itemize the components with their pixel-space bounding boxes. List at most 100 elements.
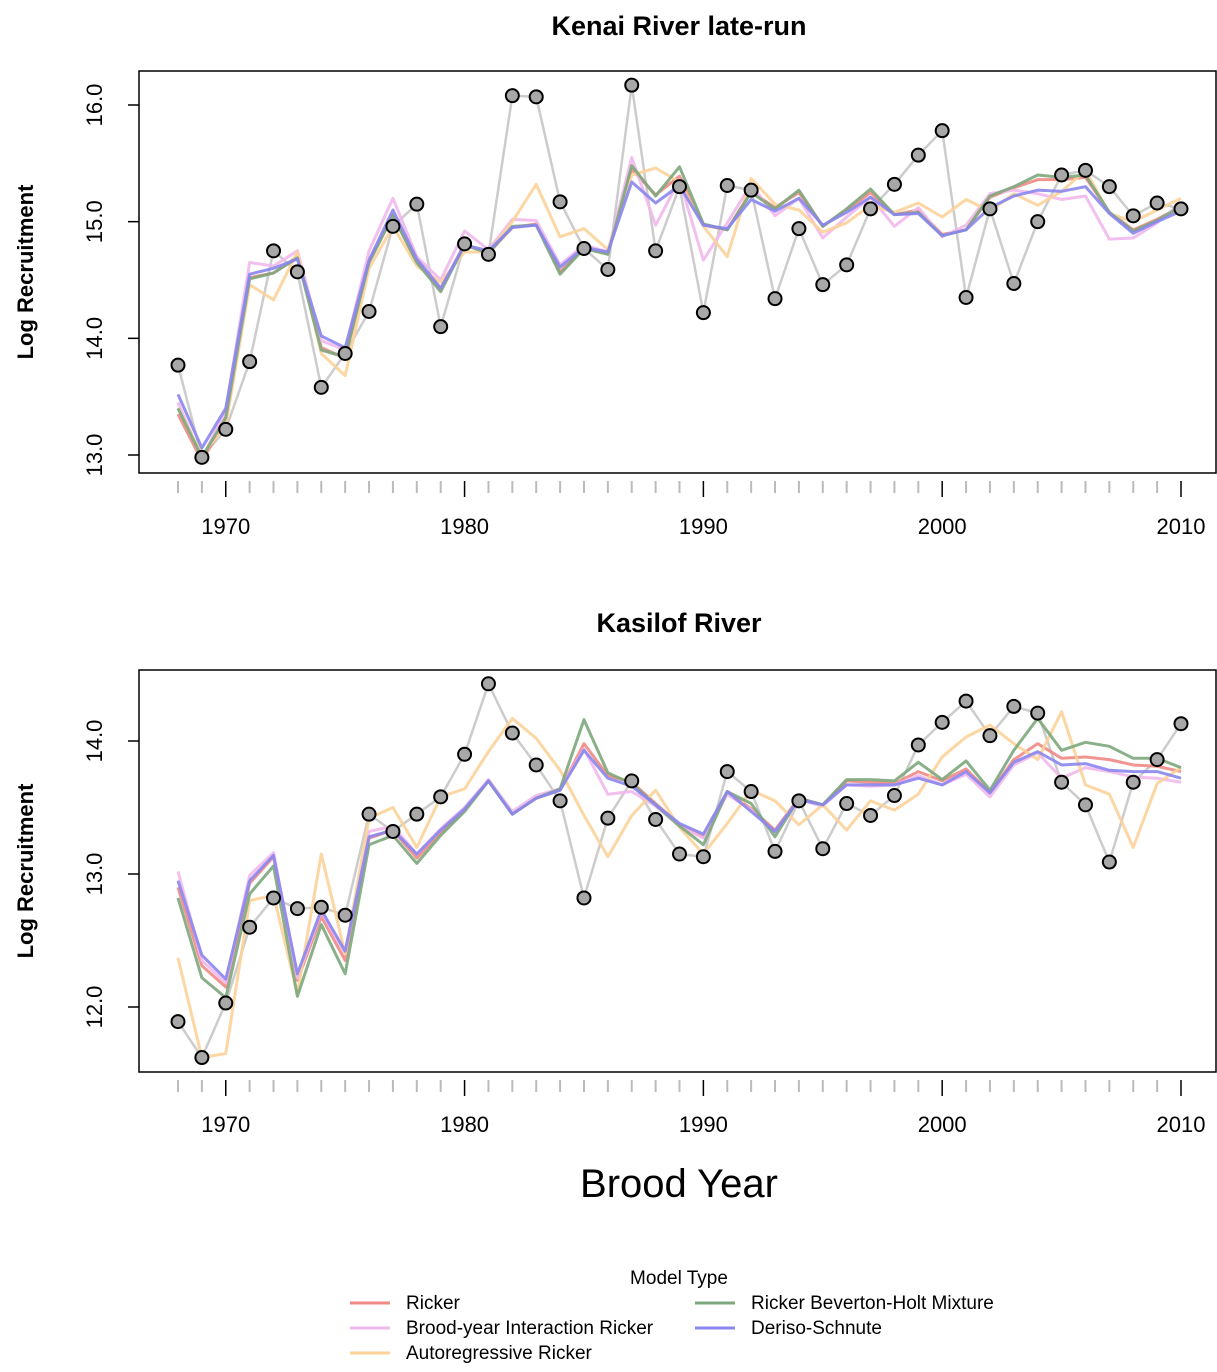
observed-point bbox=[218, 421, 234, 437]
observed-line bbox=[176, 680, 1183, 1061]
marks-kasilof: 1970 1980 1990 2000 2010 12.0 13.0 14.0 bbox=[82, 676, 1206, 1137]
observed-point bbox=[982, 728, 998, 744]
observed-point bbox=[313, 379, 329, 395]
legend-entry: Autoregressive Ricker bbox=[406, 1343, 593, 1364]
observed-point bbox=[528, 89, 544, 105]
observed-point bbox=[863, 807, 879, 823]
legend-entry: Ricker Beverton-Holt Mixture bbox=[751, 1293, 994, 1314]
x-tick-label: 1990 bbox=[679, 514, 728, 539]
observed-point bbox=[1054, 167, 1070, 183]
observed-point bbox=[1101, 854, 1117, 870]
y-tick-label: 13.0 bbox=[82, 853, 107, 896]
observed-point bbox=[552, 194, 568, 210]
plot-frame-kasilof bbox=[138, 669, 1217, 1073]
observed-point bbox=[982, 201, 998, 217]
observed-point bbox=[170, 357, 186, 373]
x-tick-label: 2000 bbox=[918, 1112, 967, 1137]
observed-point bbox=[767, 291, 783, 307]
observed-point bbox=[910, 147, 926, 163]
series-line-ricker-beverton-holt-mixture bbox=[176, 716, 1182, 1000]
x-tick-label: 1980 bbox=[440, 1112, 489, 1137]
observed-point bbox=[194, 1050, 210, 1066]
x-tick-label: 1980 bbox=[440, 514, 489, 539]
x-tick-label: 2000 bbox=[918, 514, 967, 539]
plot-frame-kenai bbox=[138, 70, 1217, 474]
marks-kenai: 1970 1980 1990 2000 2010 13.0 14.0 15.0 16.0 bbox=[82, 77, 1205, 539]
observed-point bbox=[910, 737, 926, 753]
observed-point bbox=[1173, 201, 1189, 217]
observed-point bbox=[839, 257, 855, 273]
observed-point bbox=[767, 843, 783, 859]
observed-point bbox=[934, 714, 950, 730]
panel-title-kasilof: Kasilof River bbox=[596, 608, 762, 638]
observed-point bbox=[1149, 752, 1165, 768]
observed-point bbox=[839, 796, 855, 812]
x-tick-label: 1970 bbox=[201, 514, 250, 539]
observed-point bbox=[1149, 195, 1165, 211]
y-tick-label: 12.0 bbox=[82, 986, 107, 1029]
panel-kasilof: Kasilof River Log Recruitment 1970 1980 19… bbox=[13, 608, 1217, 1137]
observed-point bbox=[576, 241, 592, 256]
observed-point bbox=[863, 201, 879, 217]
observed-point bbox=[672, 179, 687, 195]
observed-point bbox=[361, 304, 377, 319]
observed-point bbox=[313, 899, 329, 915]
observed-point bbox=[1077, 797, 1093, 813]
observed-point bbox=[743, 182, 759, 198]
legend-entry: Deriso-Schnute bbox=[751, 1318, 882, 1339]
y-axis-label-kasilof: Log Recruitment bbox=[13, 783, 38, 958]
series-line-brood-year-interaction-ricker bbox=[176, 747, 1182, 985]
observed-point bbox=[648, 243, 664, 259]
observed-point bbox=[600, 262, 616, 277]
series-line-ricker bbox=[176, 167, 1182, 463]
series-line-autoregressive-ricker bbox=[176, 166, 1182, 457]
observed-point bbox=[886, 788, 902, 804]
observed-point bbox=[791, 221, 807, 237]
observed-point bbox=[648, 811, 664, 827]
observed-point bbox=[672, 846, 687, 862]
observed-point bbox=[433, 789, 449, 805]
observed-point bbox=[242, 919, 258, 935]
observed-point bbox=[815, 841, 831, 857]
observed-point bbox=[576, 890, 592, 906]
observed-point bbox=[552, 793, 568, 809]
series-line-ricker-beverton-holt-mixture bbox=[176, 164, 1182, 459]
observed-point bbox=[289, 901, 305, 917]
observed-point bbox=[1125, 208, 1141, 224]
observed-point bbox=[695, 305, 711, 321]
observed-point bbox=[958, 693, 974, 709]
observed-point bbox=[480, 246, 496, 262]
series-line-deriso-schnute bbox=[176, 748, 1182, 981]
observed-point bbox=[218, 995, 234, 1011]
observed-point bbox=[719, 764, 735, 780]
observed-point bbox=[457, 746, 473, 762]
observed-point bbox=[194, 449, 210, 465]
observed-point bbox=[1030, 214, 1046, 230]
observed-point bbox=[480, 676, 496, 692]
observed-point bbox=[409, 196, 425, 212]
observed-point bbox=[1006, 698, 1022, 714]
x-tick-label: 2010 bbox=[1157, 1112, 1206, 1137]
observed-point bbox=[337, 346, 353, 361]
observed-point bbox=[719, 178, 735, 193]
observed-point bbox=[1030, 705, 1046, 721]
observed-point bbox=[409, 806, 425, 822]
observed-point bbox=[1125, 774, 1141, 790]
x-tick-label: 1970 bbox=[201, 1112, 250, 1137]
series-line-ricker bbox=[176, 742, 1182, 989]
observed-point bbox=[337, 907, 353, 923]
observed-point bbox=[1006, 276, 1022, 291]
legend-title: Model Type bbox=[630, 1268, 728, 1289]
observed-point bbox=[1077, 162, 1093, 178]
x-tick-label: 1990 bbox=[679, 1112, 728, 1137]
observed-point bbox=[624, 77, 640, 93]
x-axis-label: Brood Year bbox=[580, 1162, 778, 1206]
observed-point bbox=[361, 806, 377, 822]
panel-title-kenai: Kenai River late-run bbox=[551, 11, 806, 41]
observed-point bbox=[266, 890, 282, 906]
observed-point bbox=[504, 88, 520, 104]
observed-point bbox=[695, 849, 711, 865]
observed-point bbox=[528, 757, 544, 773]
observed-point bbox=[934, 123, 950, 139]
observed-point bbox=[504, 725, 520, 741]
